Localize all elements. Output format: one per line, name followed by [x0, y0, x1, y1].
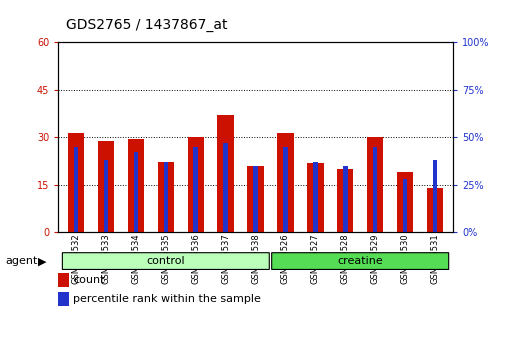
Bar: [74, 147, 78, 232]
Text: GDS2765 / 1437867_at: GDS2765 / 1437867_at: [66, 18, 227, 32]
Text: ▶: ▶: [38, 256, 46, 266]
FancyBboxPatch shape: [271, 253, 448, 269]
Text: control: control: [146, 256, 185, 266]
Bar: [247, 166, 263, 232]
Bar: [372, 147, 377, 232]
Bar: [426, 188, 442, 232]
Bar: [217, 115, 233, 232]
Bar: [68, 133, 84, 232]
Bar: [97, 141, 114, 232]
Bar: [283, 147, 287, 232]
Bar: [396, 172, 413, 232]
Bar: [432, 160, 436, 232]
Text: count: count: [73, 275, 105, 285]
Bar: [252, 166, 258, 232]
Bar: [402, 179, 407, 232]
Text: percentile rank within the sample: percentile rank within the sample: [73, 294, 261, 304]
FancyBboxPatch shape: [62, 253, 269, 269]
Bar: [163, 162, 168, 232]
Bar: [223, 143, 227, 232]
Text: creatine: creatine: [337, 256, 382, 266]
Bar: [193, 147, 197, 232]
Bar: [157, 162, 174, 232]
Bar: [313, 162, 317, 232]
Bar: [104, 160, 108, 232]
Bar: [133, 152, 138, 232]
Bar: [307, 163, 323, 232]
Bar: [277, 133, 293, 232]
Bar: [336, 169, 353, 232]
Bar: [187, 137, 204, 232]
Bar: [342, 166, 347, 232]
Bar: [127, 139, 144, 232]
Text: agent: agent: [5, 256, 37, 266]
Bar: [366, 137, 383, 232]
